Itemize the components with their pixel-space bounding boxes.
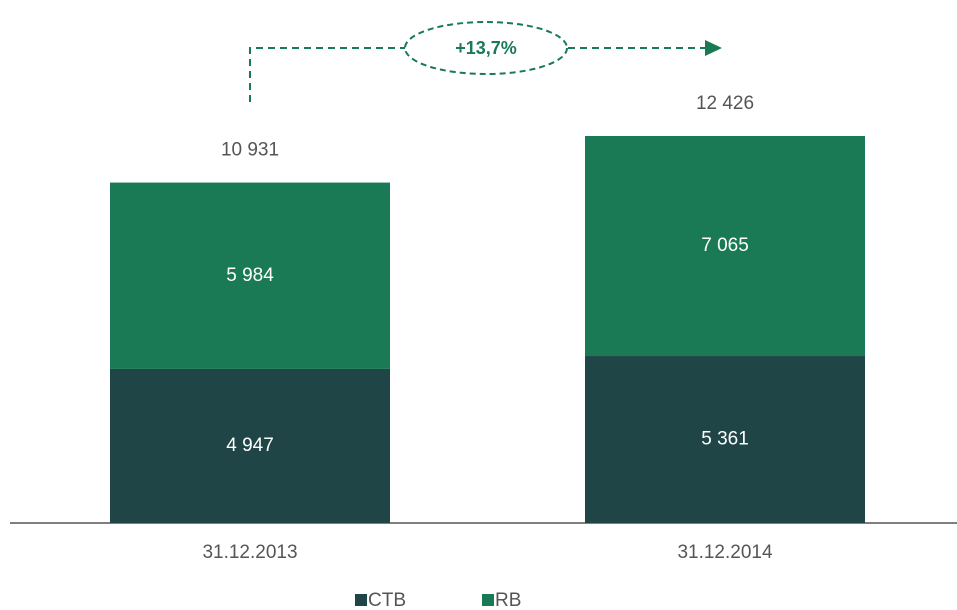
bar-segment: [110, 182, 390, 369]
value-label: 5 984: [226, 265, 274, 286]
arrow-line: [249, 47, 405, 102]
annotation-ellipse: [404, 21, 568, 75]
annotation: +13,7%: [455, 38, 517, 58]
value-label: 7 065: [701, 235, 749, 256]
x-tick-label: 31.12.2014: [677, 542, 773, 563]
total-label: 12 426: [696, 93, 754, 114]
value-label: 5 361: [701, 429, 749, 450]
value-label: 4 947: [226, 435, 274, 456]
bar-segment: [110, 368, 390, 523]
bar-segment: [585, 356, 865, 523]
total-label: 10 931: [221, 140, 279, 161]
arrow-head: [705, 40, 722, 56]
legend-swatch: [355, 594, 367, 606]
legend-label: RB: [495, 590, 521, 610]
bar-segment: [585, 136, 865, 357]
legend-label: CTB: [368, 590, 406, 610]
legend-swatch: [482, 594, 494, 606]
x-tick-label: 31.12.2013: [202, 542, 297, 563]
